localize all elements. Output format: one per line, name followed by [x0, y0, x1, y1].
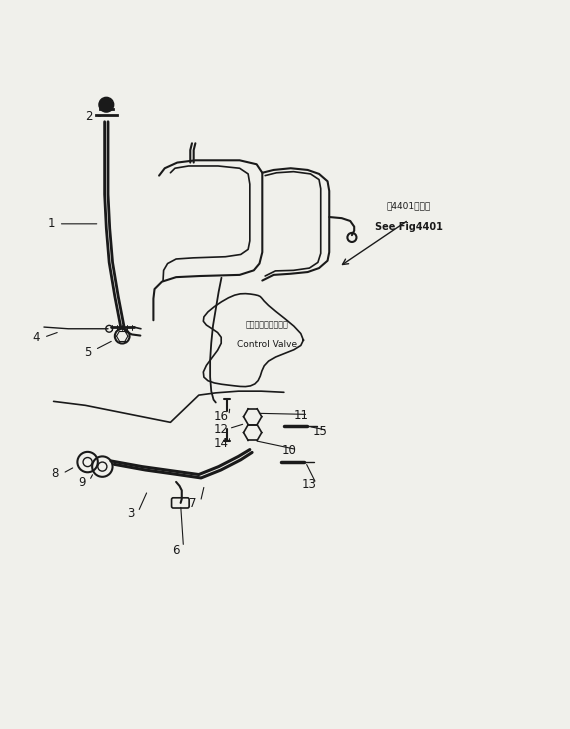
- Text: 13: 13: [302, 478, 316, 491]
- Text: 4: 4: [33, 331, 40, 344]
- Circle shape: [99, 98, 113, 112]
- Text: 1: 1: [47, 217, 55, 230]
- Text: 2: 2: [86, 109, 93, 122]
- Text: 7: 7: [189, 497, 197, 510]
- Text: 15: 15: [313, 425, 328, 438]
- Text: 8: 8: [52, 467, 59, 480]
- Text: コントロールバルブ: コントロールバルブ: [246, 320, 288, 330]
- Text: 9: 9: [78, 476, 86, 489]
- Text: 3: 3: [127, 507, 135, 520]
- Text: 6: 6: [172, 544, 180, 557]
- Text: 16: 16: [214, 410, 229, 423]
- Text: 第4401図参照: 第4401図参照: [386, 202, 431, 211]
- Text: 14: 14: [214, 437, 229, 451]
- Text: 10: 10: [282, 444, 297, 457]
- Text: 11: 11: [294, 409, 308, 422]
- Text: See Fig4401: See Fig4401: [374, 222, 442, 232]
- Text: 5: 5: [84, 346, 91, 359]
- Text: 12: 12: [214, 424, 229, 436]
- Text: Control Valve: Control Valve: [237, 340, 297, 348]
